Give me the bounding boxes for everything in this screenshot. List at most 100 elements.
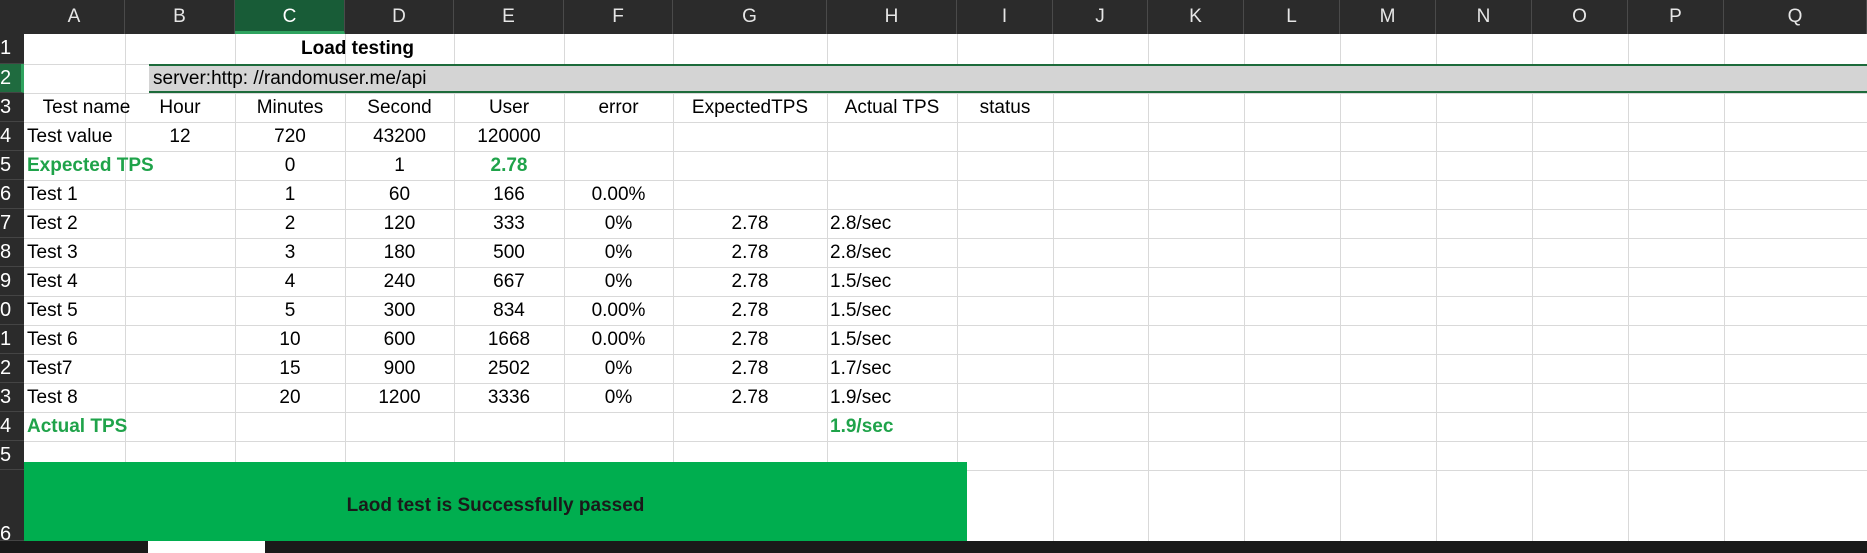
test-actual-tps: 1.9/sec <box>830 387 892 408</box>
test-user: 1668 <box>487 329 531 350</box>
test-user: 2502 <box>487 358 531 379</box>
cell-grid[interactable]: Load testing server:http: //randomuser.m… <box>24 34 1867 553</box>
test-actual-tps: 2.8/sec <box>830 242 892 263</box>
test-minutes: 10 <box>279 329 301 350</box>
row-header-3[interactable]: 3 <box>0 93 24 122</box>
row-header-14[interactable]: 4 <box>0 412 24 441</box>
column-header-a[interactable]: A <box>24 0 125 34</box>
test-second: 1200 <box>378 387 421 408</box>
test-second: 120 <box>383 213 416 234</box>
column-header-p[interactable]: P <box>1628 0 1724 34</box>
horizontal-scrollbar[interactable] <box>265 541 1867 553</box>
test-value-user: 120000 <box>477 126 541 147</box>
test-actual-tps: 1.5/sec <box>830 271 892 292</box>
row-header-11[interactable]: 1 <box>0 325 24 354</box>
row-header-4[interactable]: 4 <box>0 122 24 151</box>
test-user: 3336 <box>487 387 531 408</box>
test-minutes: 4 <box>284 271 296 292</box>
row-header-9[interactable]: 9 <box>0 267 24 296</box>
test-expected-tps: 2.78 <box>731 387 769 408</box>
test-second: 180 <box>383 242 416 263</box>
header-second: Second <box>367 97 432 118</box>
test-error: 0% <box>604 271 633 292</box>
test-minutes: 2 <box>284 213 296 234</box>
test-expected-tps: 2.78 <box>731 242 769 263</box>
column-header-bar: A B C D E F G H I J K L M N O P Q <box>0 0 1867 34</box>
column-header-o[interactable]: O <box>1532 0 1628 34</box>
test-minutes: 3 <box>284 242 296 263</box>
test-error: 0% <box>604 387 633 408</box>
server-url: server:http: //randomuser.me/api <box>153 68 427 89</box>
test-error: 0.00% <box>591 329 646 350</box>
header-test-name: Test name <box>42 97 131 118</box>
test-value-minutes: 720 <box>274 126 306 147</box>
row-header-15[interactable]: 5 <box>0 441 24 470</box>
header-error: error <box>598 97 639 118</box>
test-user: 500 <box>493 242 525 263</box>
test-name: Test 2 <box>27 213 78 234</box>
column-header-b[interactable]: B <box>125 0 235 34</box>
row-header-8[interactable]: 8 <box>0 238 24 267</box>
test-error: 0.00% <box>591 184 646 205</box>
column-header-k[interactable]: K <box>1148 0 1244 34</box>
row-header-12[interactable]: 2 <box>0 354 24 383</box>
column-header-f[interactable]: F <box>564 0 673 34</box>
header-minutes: Minutes <box>256 97 324 118</box>
column-header-i[interactable]: I <box>957 0 1053 34</box>
row-header-10[interactable]: 0 <box>0 296 24 325</box>
sheet-title: Load testing <box>301 38 414 59</box>
header-hour: Hour <box>159 97 201 118</box>
test-minutes: 5 <box>284 300 296 321</box>
test-expected-tps: 2.78 <box>731 358 769 379</box>
test-second: 60 <box>388 184 411 205</box>
result-banner-text: Laod test is Successfully passed <box>346 495 645 516</box>
row-header-6[interactable]: 6 <box>0 180 24 209</box>
column-header-q[interactable]: Q <box>1724 0 1867 34</box>
column-header-e[interactable]: E <box>454 0 564 34</box>
test-expected-tps: 2.78 <box>731 213 769 234</box>
test-actual-tps: 2.8/sec <box>830 213 892 234</box>
test-user: 834 <box>493 300 525 321</box>
row-header-16[interactable]: 6 <box>0 470 24 541</box>
column-header-g[interactable]: G <box>673 0 827 34</box>
row-header-2[interactable]: 2 <box>0 64 24 93</box>
column-header-l[interactable]: L <box>1244 0 1340 34</box>
actual-tps-label: Actual TPS <box>27 416 128 437</box>
result-banner: Laod test is Successfully passed <box>24 462 967 553</box>
column-header-c[interactable]: C <box>235 0 345 34</box>
column-header-n[interactable]: N <box>1436 0 1532 34</box>
test-expected-tps: 2.78 <box>731 300 769 321</box>
column-header-m[interactable]: M <box>1340 0 1436 34</box>
test-name: Test 5 <box>27 300 78 321</box>
row-header-5[interactable]: 5 <box>0 151 24 180</box>
sheet-tabs-bar <box>0 541 1867 553</box>
column-header-d[interactable]: D <box>345 0 454 34</box>
row-header-1[interactable]: 1 <box>0 34 24 64</box>
test-minutes: 15 <box>279 358 301 379</box>
expected-tps-second: 1 <box>394 155 405 176</box>
test-error: 0% <box>604 213 633 234</box>
column-header-j[interactable]: J <box>1053 0 1148 34</box>
test-minutes: 20 <box>279 387 301 408</box>
expected-tps-minutes: 0 <box>284 155 296 176</box>
test-actual-tps: 1.7/sec <box>830 358 892 379</box>
test-second: 300 <box>383 300 416 321</box>
column-header-h[interactable]: H <box>827 0 957 34</box>
row-header-13[interactable]: 3 <box>0 383 24 412</box>
test-value-hour: 12 <box>169 126 191 147</box>
test-actual-tps: 1.5/sec <box>830 300 892 321</box>
test-value-second: 43200 <box>373 126 426 147</box>
test-second: 600 <box>383 329 416 350</box>
actual-tps-value: 1.9/sec <box>830 416 894 437</box>
sheet-tab-area[interactable] <box>0 541 148 553</box>
row-header-7[interactable]: 7 <box>0 209 24 238</box>
test-user: 333 <box>493 213 525 234</box>
expected-tps-label: Expected TPS <box>27 155 154 176</box>
header-user: User <box>488 97 530 118</box>
test-name: Test 1 <box>27 184 78 205</box>
header-expected-tps: ExpectedTPS <box>691 97 809 118</box>
expected-tps-value: 2.78 <box>490 155 528 176</box>
test-second: 900 <box>383 358 416 379</box>
test-name: Test 8 <box>27 387 78 408</box>
